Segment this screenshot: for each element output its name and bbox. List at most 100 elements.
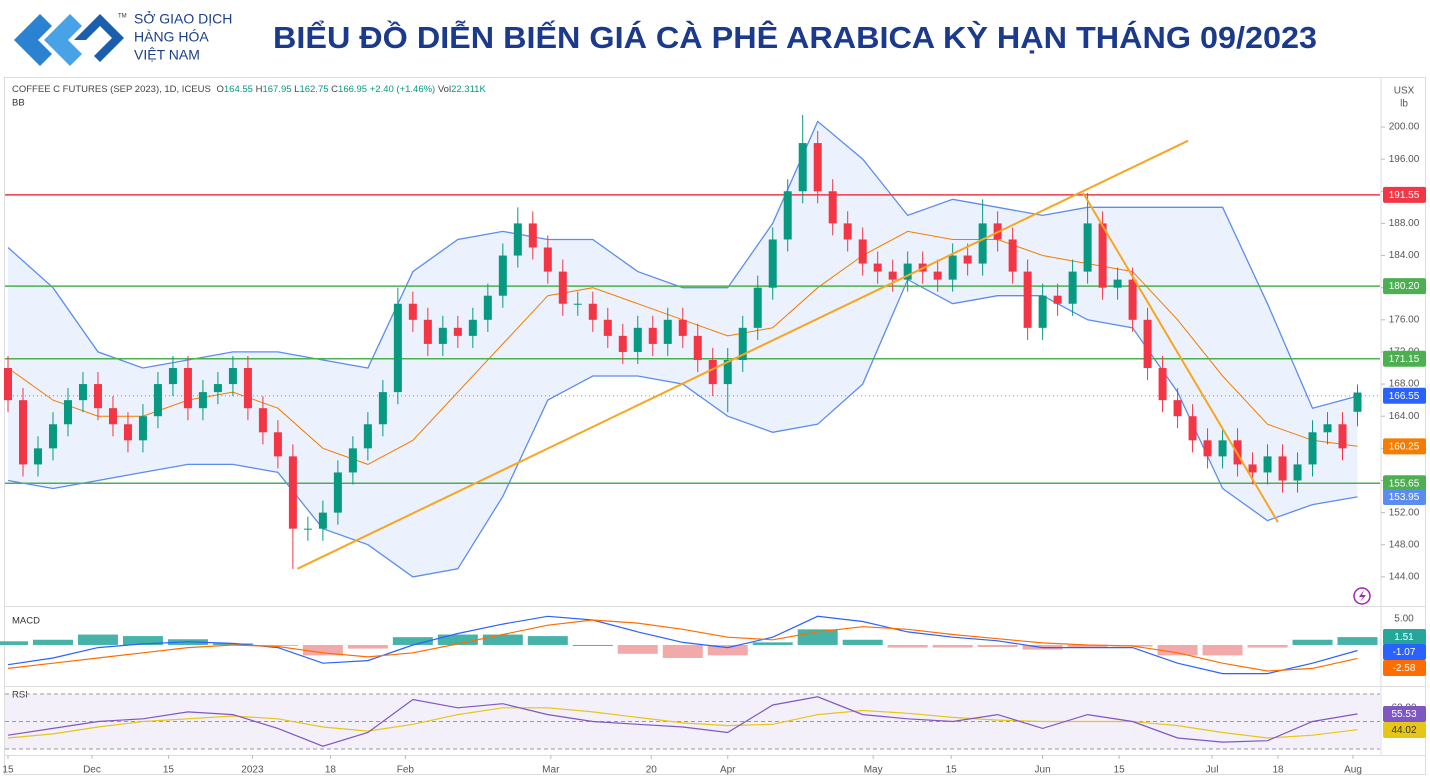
candle-body xyxy=(498,255,507,296)
candle-body xyxy=(273,432,282,457)
candle-body xyxy=(333,472,342,513)
candle-body xyxy=(933,271,942,280)
candle-body xyxy=(603,319,612,336)
y-tick-label: 188.00 xyxy=(1389,218,1420,229)
candle-body xyxy=(543,247,552,272)
trademark: TM xyxy=(118,14,127,20)
candle-body xyxy=(1173,400,1182,417)
trend-line xyxy=(296,139,1189,570)
candle-body xyxy=(18,400,27,465)
candle-body xyxy=(258,408,267,433)
chart-frame xyxy=(4,77,1426,775)
candle-body xyxy=(1068,271,1077,304)
y-tick-label: 196.00 xyxy=(1389,154,1420,165)
x-tick-label: Jun xyxy=(1035,765,1051,776)
candle-body xyxy=(363,424,372,449)
price-badge-label: 1.51 xyxy=(1394,632,1414,643)
x-tick-label: Aug xyxy=(1344,765,1362,776)
price-badge xyxy=(1383,387,1426,404)
candle-body xyxy=(708,359,717,385)
ohlc-value: 166.95 xyxy=(338,84,367,95)
macd-histogram-bar xyxy=(977,644,1018,648)
unit: USX xyxy=(1394,86,1415,97)
symbol: COFFEE C FUTURES (SEP 2023), 1D, ICEUS xyxy=(12,84,211,95)
candle-body xyxy=(48,424,57,449)
candle-body xyxy=(438,327,447,344)
macd-histogram-bar xyxy=(932,644,973,648)
candle-body xyxy=(1248,464,1257,473)
panel-title: RSI xyxy=(12,690,28,701)
candle-body xyxy=(618,335,627,352)
y-tick-label: 200.00 xyxy=(1389,122,1420,133)
price-badge xyxy=(1383,488,1426,505)
candle-body xyxy=(1203,440,1212,457)
candle-body xyxy=(1338,424,1347,449)
x-tick-label: 15 xyxy=(163,765,175,776)
x-tick-label: 15 xyxy=(946,765,958,776)
candle-body xyxy=(303,528,312,530)
ohlc-key: O xyxy=(216,84,223,95)
price-badge xyxy=(1383,278,1426,295)
x-tick-label: Dec xyxy=(83,765,101,776)
macd-histogram-bar xyxy=(1292,639,1333,645)
candle-body xyxy=(1278,456,1287,481)
x-tick-label: Feb xyxy=(397,765,415,776)
candle-body xyxy=(573,303,582,305)
macd-histogram-bar xyxy=(1337,637,1378,645)
panel-title: MACD xyxy=(12,616,40,627)
trend-line xyxy=(1082,192,1279,523)
macd-histogram-bar xyxy=(212,643,253,645)
macd-histogram-bar xyxy=(752,642,793,645)
ohlc-value: 162.75 xyxy=(299,84,328,95)
candle-body xyxy=(663,319,672,344)
price-badge-label: 171.15 xyxy=(1389,354,1420,365)
macd-histogram-bar xyxy=(32,639,73,645)
candle-body xyxy=(528,223,537,248)
icon-circle xyxy=(1353,587,1371,605)
candle-body xyxy=(783,191,792,240)
macd-histogram-bar xyxy=(887,644,928,648)
candle-body xyxy=(513,223,522,256)
price-badge-label: 153.95 xyxy=(1389,492,1420,503)
logo-mark xyxy=(14,14,52,66)
candle-body xyxy=(318,512,327,529)
candle-body xyxy=(63,400,72,425)
macd-histogram-bar xyxy=(572,644,613,646)
candle-body xyxy=(1053,295,1062,304)
alert-icon[interactable] xyxy=(1353,587,1371,605)
candle-body xyxy=(723,359,732,385)
candle-body xyxy=(768,239,777,288)
x-tick-label: 18 xyxy=(325,765,337,776)
price-badge xyxy=(1383,186,1426,203)
macd-histogram-bar xyxy=(347,644,388,649)
x-tick-label: Apr xyxy=(720,765,736,776)
page-title: BIỂU ĐỒ DIỄN BIẾN GIÁ CÀ PHÊ ARABICA KỲ … xyxy=(273,19,1317,55)
price-badge-label: 166.55 xyxy=(1389,391,1420,402)
x-tick-label: 20 xyxy=(646,765,658,776)
macd-histogram-bar xyxy=(0,641,28,645)
macd-histogram-bar xyxy=(662,644,703,658)
ohlc-value: 164.55 xyxy=(224,84,253,95)
change: +2.40 (+1.46%) xyxy=(370,84,436,95)
candle-body xyxy=(393,303,402,393)
candle-body xyxy=(948,255,957,280)
y-tick-label: 152.00 xyxy=(1389,507,1420,518)
candle-body xyxy=(228,368,237,385)
candle-body xyxy=(1098,223,1107,288)
indicator-label: BB xyxy=(12,98,25,109)
candle-body xyxy=(1158,368,1167,401)
candle-body xyxy=(738,327,747,360)
logo-mark xyxy=(74,14,124,62)
macd-histogram-bar xyxy=(1067,644,1108,648)
price-badge-label: 180.20 xyxy=(1389,281,1420,292)
x-tick-label: 15 xyxy=(1114,765,1126,776)
candle-body xyxy=(693,335,702,360)
candle-body xyxy=(93,384,102,409)
rsi-line xyxy=(7,696,1358,747)
candle-body xyxy=(1263,456,1272,473)
y-tick-label: 164.00 xyxy=(1389,411,1420,422)
candle-body xyxy=(348,448,357,473)
candle-body xyxy=(1293,464,1302,481)
macd-histogram-bar xyxy=(122,636,163,645)
price-badge-label: -1.07 xyxy=(1393,647,1416,658)
